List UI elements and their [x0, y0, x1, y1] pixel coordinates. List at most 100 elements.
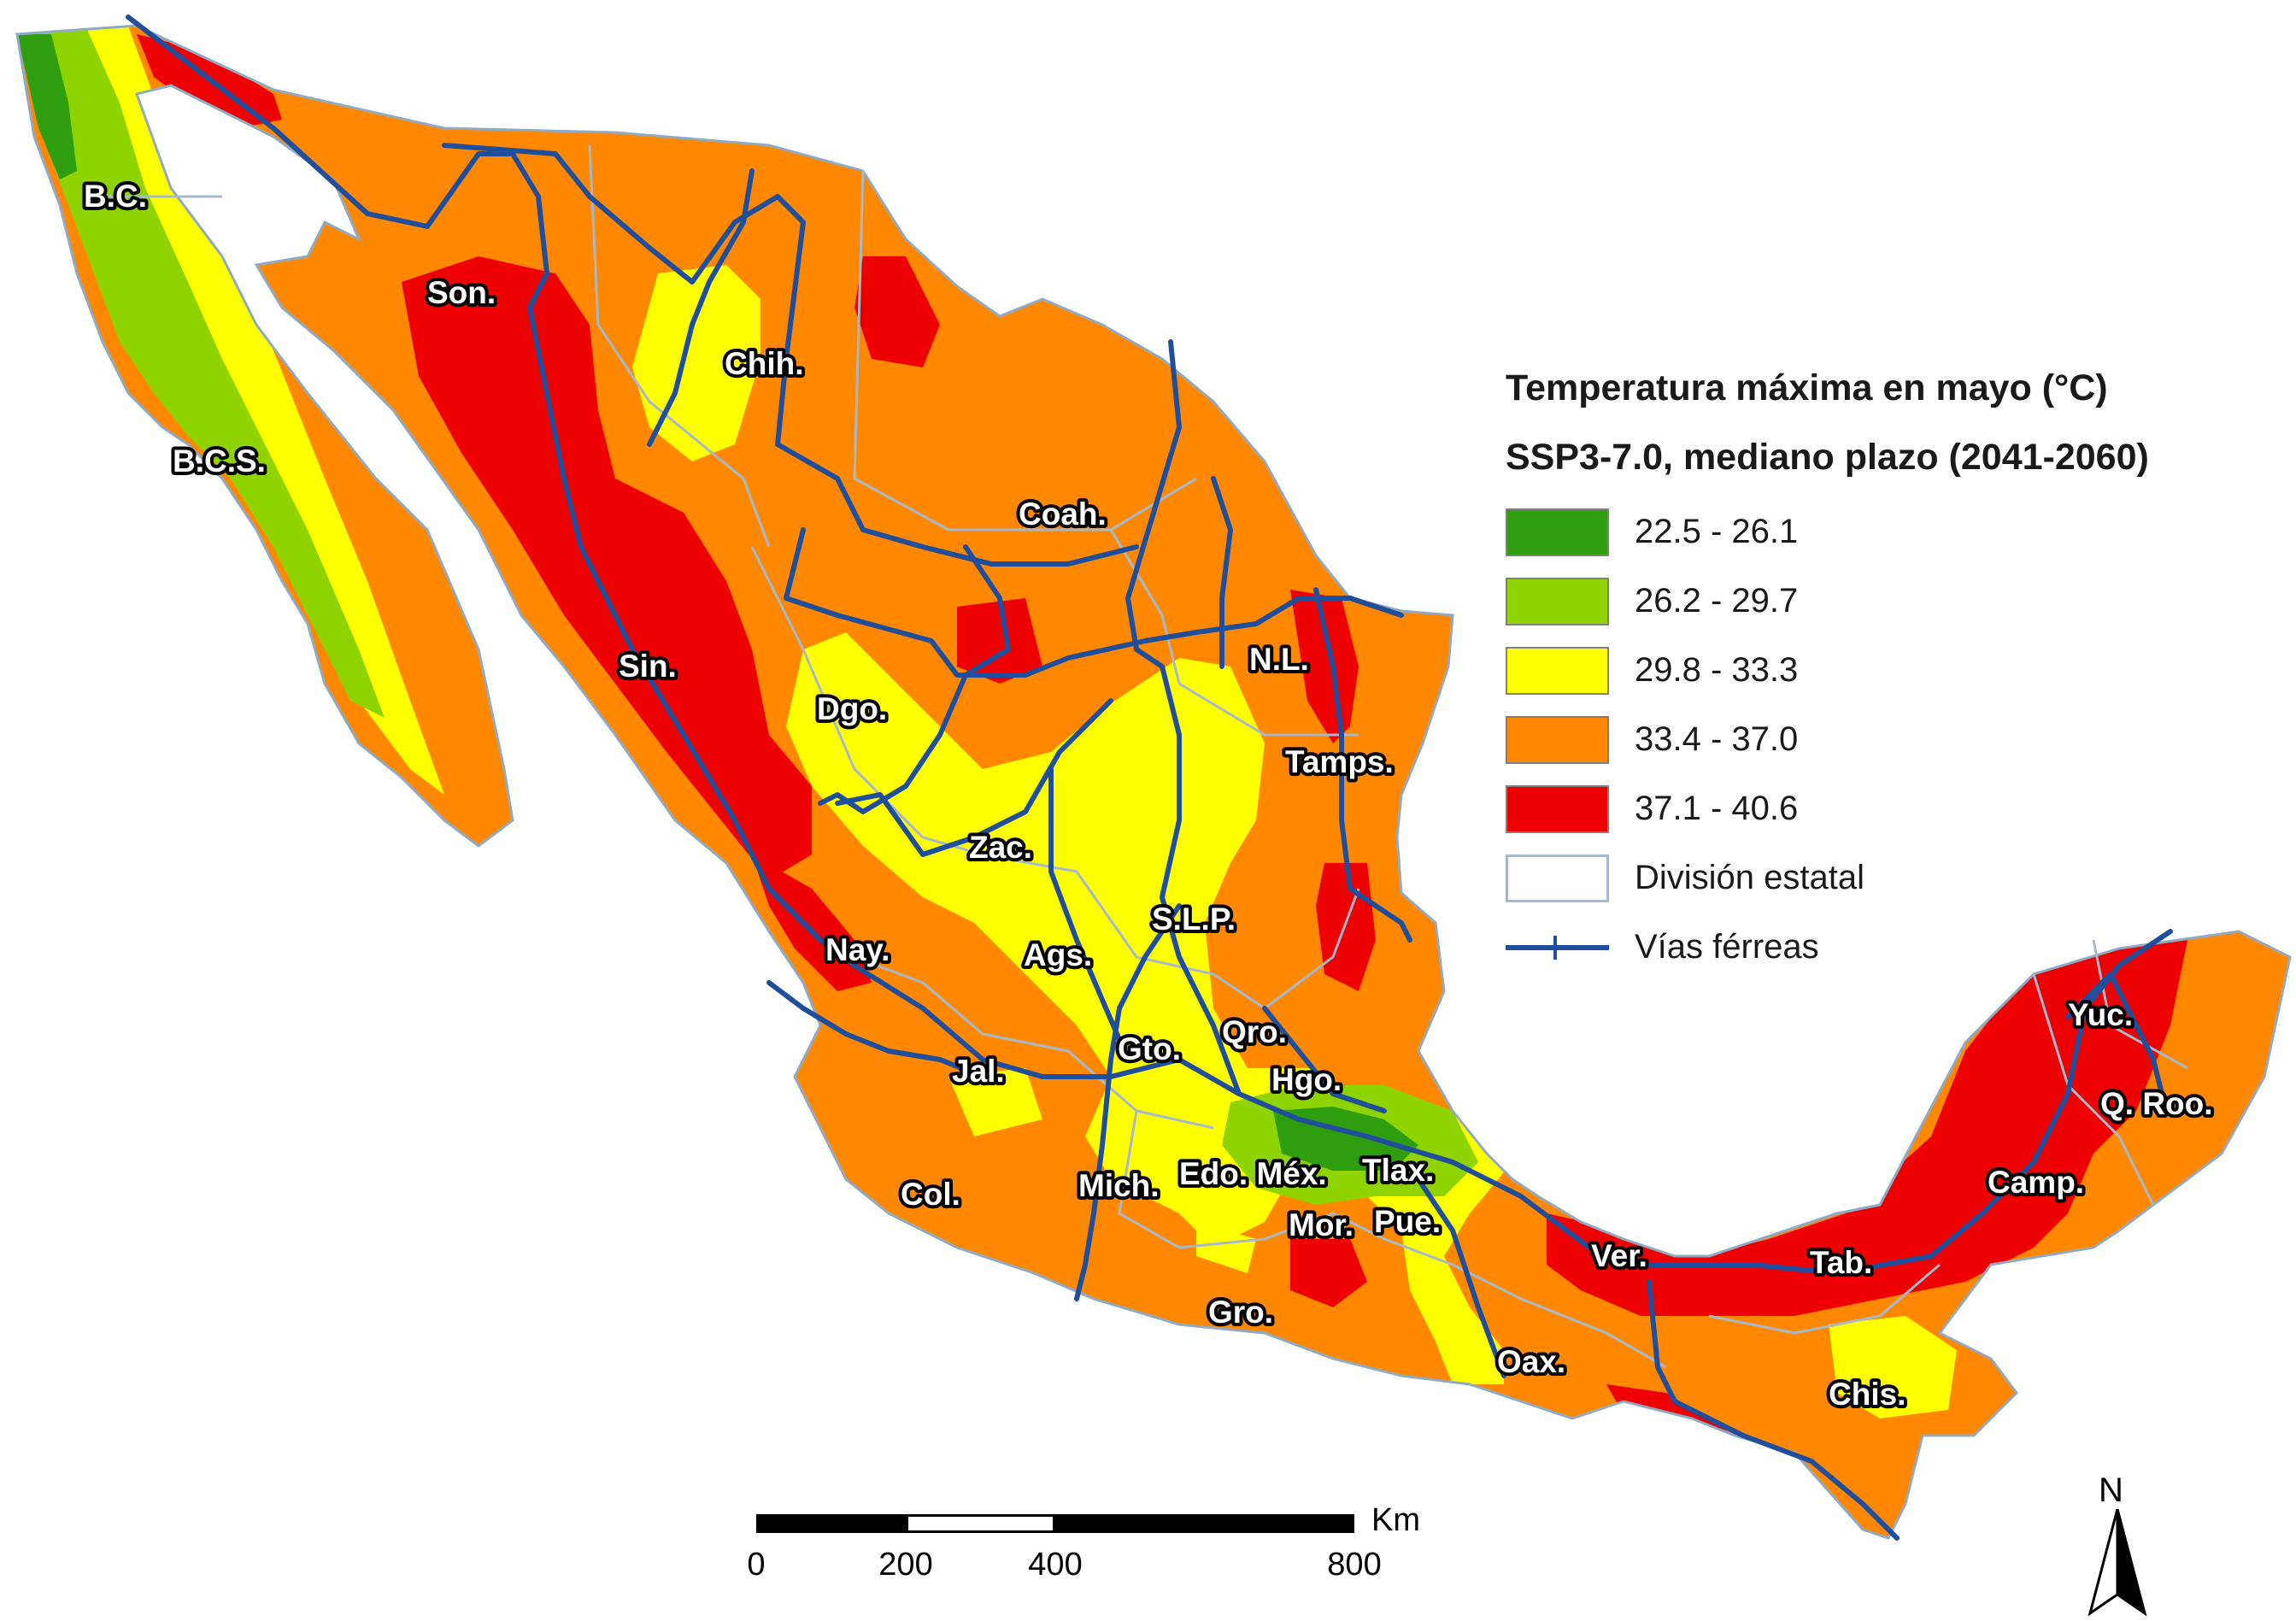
- state-boundary: [1452, 1263, 1667, 1369]
- label-sin: Sin.: [619, 649, 677, 684]
- label-bc: B.C.: [84, 179, 147, 214]
- state-boundary: [982, 853, 1360, 1010]
- zone-jal-yellow: [948, 1068, 1042, 1136]
- railway-line: [1048, 766, 1130, 1062]
- label-hgo: Hgo.: [1271, 1062, 1342, 1097]
- label-chih: Chih.: [725, 346, 803, 381]
- legend-swatch: [1506, 508, 1609, 556]
- legend-subtitle: SSP3-7.0, mediano plazo (2041-2060): [1506, 437, 2149, 478]
- label-oax: Oax.: [1497, 1344, 1565, 1379]
- legend-label: 33.4 - 37.0: [1635, 720, 1799, 758]
- label-tamps: Tamps.: [1285, 744, 1394, 779]
- zone-baja-darkgreen: [17, 34, 77, 179]
- railway-line: [1262, 1006, 1387, 1113]
- legend-label: 29.8 - 33.3: [1635, 651, 1799, 689]
- railway-line: [647, 168, 755, 447]
- zone-gro-yellow: [1196, 1222, 1256, 1273]
- legend-item: 37.1 - 40.6: [1506, 774, 2292, 843]
- north-arrow: N: [2083, 1471, 2152, 1617]
- label-edomex: Edo. Méx.: [1179, 1156, 1327, 1191]
- label-jal: Jal.: [952, 1054, 1005, 1089]
- zone-baja-yellow: [77, 26, 444, 795]
- railway-line: [784, 527, 1404, 678]
- label-dgo: Dgo.: [817, 691, 887, 726]
- state-boundary: [750, 546, 984, 856]
- state-boundary: [588, 144, 771, 548]
- state-boundary: [1118, 1110, 1453, 1266]
- map-legend: Temperatura máxima en mayo (°C) SSP3-7.0…: [1506, 367, 2292, 982]
- legend-rail-label: Vías férreas: [1635, 928, 1819, 966]
- legend-label: 22.5 - 26.1: [1635, 513, 1799, 550]
- label-bcs: B.C.S.: [173, 443, 266, 479]
- legend-label: 26.2 - 29.7: [1635, 582, 1799, 620]
- scale-tick-label: 800: [1327, 1547, 1382, 1583]
- zone-baja-lightgreen: [17, 26, 385, 718]
- legend-item: 26.2 - 29.7: [1506, 567, 2292, 636]
- scale-tick-label: 0: [747, 1547, 766, 1583]
- north-arrow-left: [2088, 1509, 2119, 1617]
- railway-line: [442, 143, 1139, 567]
- label-gro: Gro.: [1208, 1295, 1273, 1330]
- label-zac: Zac.: [969, 830, 1032, 865]
- legend-swatch: [1506, 646, 1609, 695]
- zone-coah-red: [957, 598, 1042, 684]
- railway-line: [126, 15, 2173, 1276]
- label-mor: Mor.: [1289, 1207, 1354, 1242]
- legend-item: Vías férreas: [1506, 913, 2292, 982]
- north-arrow-right: [2116, 1509, 2147, 1617]
- legend-item: 33.4 - 37.0: [1506, 705, 2292, 774]
- state-boundary: [1109, 529, 1359, 737]
- state-boundaries: [103, 144, 2188, 1369]
- label-mich: Mich.: [1078, 1168, 1160, 1203]
- legend-swatch: [1506, 715, 1609, 764]
- zone-central-yellow: [786, 632, 1350, 1248]
- railway-line: [1647, 1279, 1900, 1541]
- railway-line: [2065, 972, 2164, 1096]
- label-pue: Pue.: [1374, 1204, 1441, 1239]
- legend-label: 37.1 - 40.6: [1635, 790, 1799, 827]
- country-outline: [15, 24, 2292, 1540]
- state-boundary: [2032, 973, 2155, 1206]
- label-ver: Ver.: [1591, 1238, 1647, 1273]
- railway-network: [126, 15, 2173, 1541]
- label-nay: Nay.: [825, 932, 890, 967]
- zone-mor-red: [1290, 1239, 1367, 1307]
- railway-line: [835, 698, 1113, 857]
- north-letter: N: [2099, 1471, 2123, 1509]
- temperature-zones: [17, 26, 2187, 1504]
- label-chis: Chis.: [1829, 1377, 1906, 1412]
- legend-title: Temperatura máxima en mayo (°C): [1506, 367, 2108, 408]
- zone-chih-border-red: [854, 256, 940, 367]
- zone-sonora-sinaloa-red: [402, 256, 812, 880]
- scale-segment: [756, 1514, 906, 1533]
- zone-nl-red: [1290, 590, 1359, 743]
- zone-ver-tab-red: [1547, 940, 2187, 1316]
- legend-boundary-label: División estatal: [1635, 859, 1865, 896]
- scale-segment: [906, 1514, 1055, 1533]
- scale-segment: [1055, 1514, 1354, 1533]
- railway-line: [1211, 476, 1233, 669]
- railway-symbol: [1506, 924, 1609, 972]
- state-labels: B.C. Son. Chih. B.C.S. Coah. Sin. N.L. D…: [80, 175, 2217, 1415]
- label-tab: Tab.: [1810, 1245, 1872, 1280]
- scale-bar: Km 0 200 400 800: [747, 1502, 1420, 1600]
- railway-line: [1416, 1177, 1506, 1378]
- legend-item: División estatal: [1506, 843, 2292, 913]
- label-slp: S.L.P.: [1152, 902, 1236, 937]
- label-col: Col.: [901, 1177, 960, 1212]
- state-boundary: [1708, 1263, 1941, 1335]
- label-nl: N.L.: [1249, 642, 1309, 677]
- state-boundary: [854, 955, 1214, 1130]
- legend-item: 22.5 - 26.1: [1506, 497, 2292, 567]
- railway-line: [1313, 587, 1412, 943]
- label-tlax: Tlax.: [1362, 1153, 1434, 1188]
- legend-swatch: [1506, 784, 1609, 833]
- legend-swatch: [1506, 577, 1609, 625]
- legend-item: 29.8 - 33.3: [1506, 636, 2292, 705]
- scale-unit: Km: [1371, 1502, 1420, 1538]
- label-gto: Gto.: [1118, 1031, 1181, 1066]
- railway-line: [766, 980, 985, 1079]
- label-yuc: Yuc.: [2068, 997, 2133, 1032]
- label-camp: Camp.: [1988, 1165, 2084, 1200]
- label-qro: Qro.: [1222, 1014, 1287, 1049]
